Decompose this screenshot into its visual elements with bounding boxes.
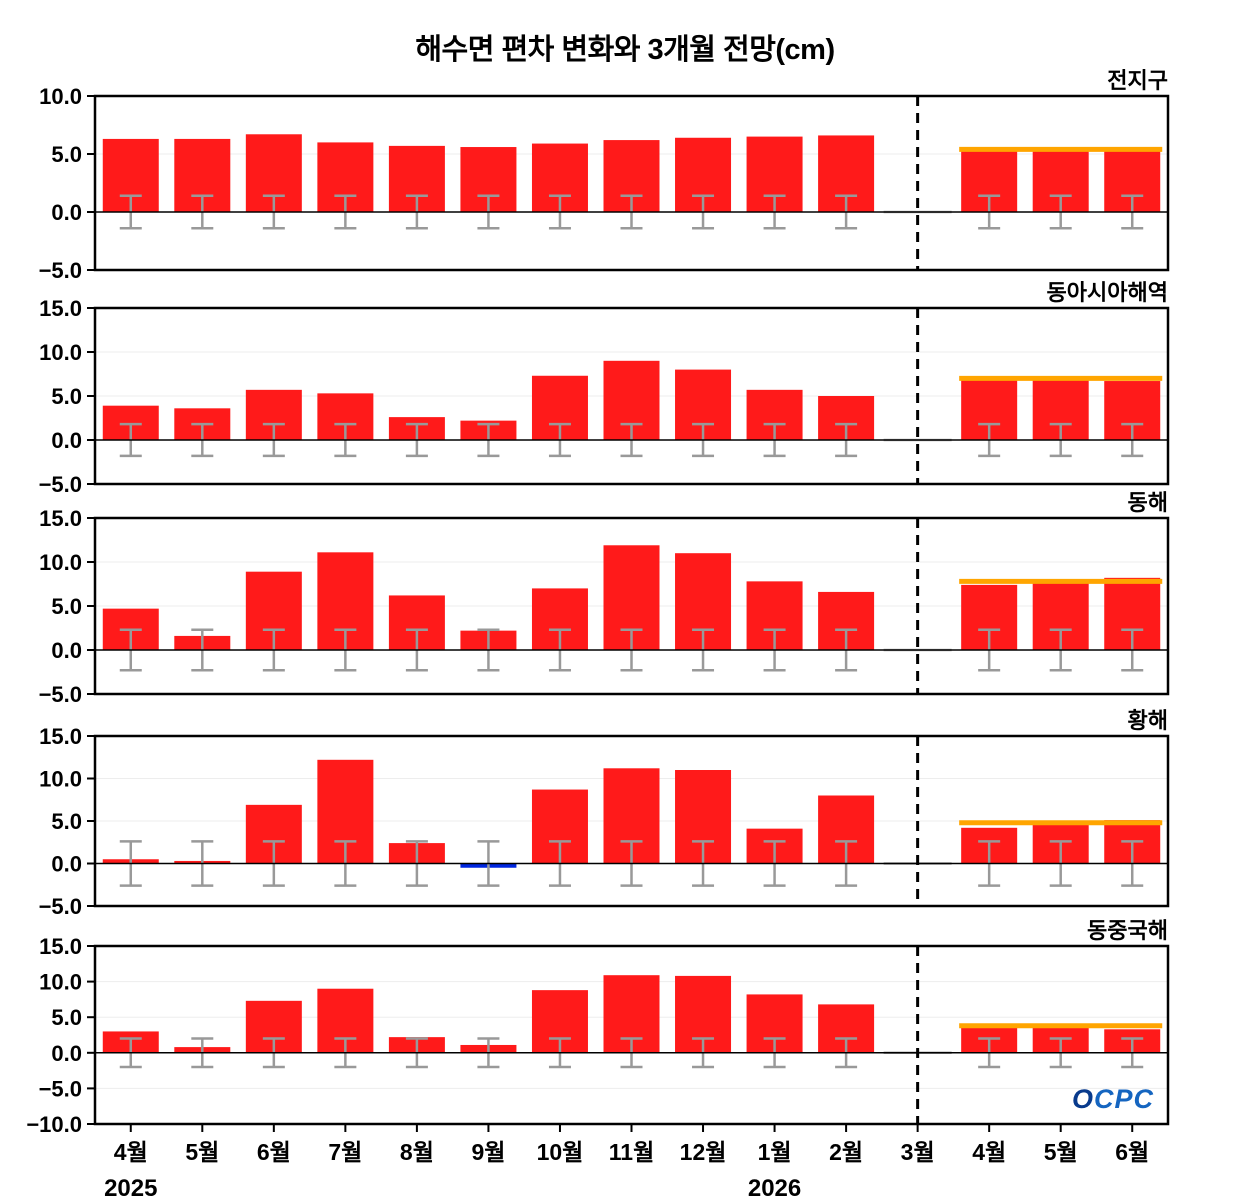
- panel-title: 황해: [1128, 708, 1168, 733]
- x-tick-label: 2월: [829, 1139, 863, 1165]
- panel-title: 동아시아해역: [1047, 280, 1168, 305]
- y-tick-label: 10.0: [39, 340, 82, 365]
- panel-title: 전지구: [1107, 68, 1168, 93]
- y-tick-label: 0.0: [51, 1041, 82, 1066]
- x-tick-label: 5월: [1044, 1139, 1078, 1165]
- x-tick-label: 4월: [972, 1139, 1006, 1165]
- x-tick-label: 1월: [758, 1139, 792, 1165]
- y-tick-label: −5.0: [39, 682, 82, 707]
- y-tick-label: 5.0: [51, 142, 82, 167]
- x-tick-label: 12월: [680, 1139, 727, 1165]
- y-tick-label: 10.0: [39, 767, 82, 792]
- x-tick-label: 3월: [901, 1139, 935, 1165]
- panel-title: 동해: [1128, 490, 1168, 515]
- chart-title: 해수면 편차 변화와 3개월 전망(cm): [415, 34, 835, 66]
- y-tick-label: 10.0: [39, 550, 82, 575]
- y-tick-label: 0.0: [51, 638, 82, 663]
- y-tick-label: 10.0: [39, 84, 82, 109]
- x-tick-label: 5월: [185, 1139, 219, 1165]
- y-tick-label: 0.0: [51, 200, 82, 225]
- ocpc-logo: OCPC: [1072, 1084, 1155, 1114]
- y-tick-label: 15.0: [39, 506, 82, 531]
- panel-동아시아해역: 15.0 10.0 5.0 0.0 −5.0 동아시아해역: [39, 280, 1170, 497]
- y-tick-label: 0.0: [51, 852, 82, 877]
- x-tick-label: 10월: [537, 1139, 584, 1165]
- x-tick-label: 9월: [471, 1139, 505, 1165]
- panel-전지구: 10.0 5.0 0.0 −5.0 전지구: [39, 68, 1170, 283]
- year-label: 2026: [748, 1175, 801, 1200]
- panel-황해: 15.0 10.0 5.0 0.0 −5.0 황해: [39, 708, 1170, 919]
- x-tick-label: 7월: [328, 1139, 362, 1165]
- y-tick-label: −5.0: [39, 1076, 82, 1101]
- y-tick-label: −5.0: [39, 472, 82, 497]
- y-tick-label: 15.0: [39, 934, 82, 959]
- panel-동해: 15.0 10.0 5.0 0.0 −5.0 동해: [39, 490, 1170, 707]
- panel-border: [93, 94, 1170, 272]
- y-tick-label: −5.0: [39, 258, 82, 283]
- y-tick-label: 5.0: [51, 594, 82, 619]
- x-tick-label: 8월: [400, 1139, 434, 1165]
- x-tick-label: 6월: [257, 1139, 291, 1165]
- y-tick-label: 10.0: [39, 970, 82, 995]
- y-tick-label: 15.0: [39, 724, 82, 749]
- panel-title: 동중국해: [1087, 918, 1168, 943]
- x-tick-label: 11월: [609, 1139, 654, 1165]
- y-tick-label: −10.0: [26, 1112, 82, 1137]
- y-tick-label: 15.0: [39, 296, 82, 321]
- y-tick-label: 5.0: [51, 1005, 82, 1030]
- y-tick-label: 0.0: [51, 428, 82, 453]
- year-label: 2025: [104, 1175, 157, 1200]
- x-tick-label: 6월: [1115, 1139, 1149, 1165]
- y-tick-label: 5.0: [51, 384, 82, 409]
- panel-동중국해: 15.0 10.0 5.0 0.0 −5.0 −10.0 동중국해: [26, 918, 1170, 1137]
- y-tick-label: 5.0: [51, 809, 82, 834]
- y-tick-label: −5.0: [39, 894, 82, 919]
- x-tick-label: 4월: [114, 1139, 148, 1165]
